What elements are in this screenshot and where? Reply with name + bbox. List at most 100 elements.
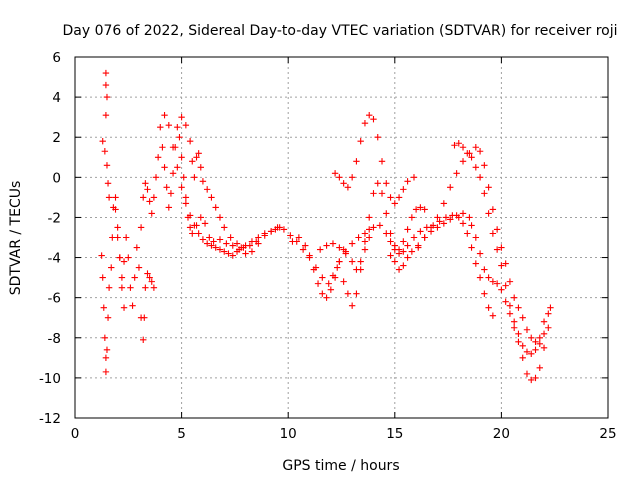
data-point (481, 290, 488, 297)
data-point (302, 242, 309, 249)
data-point (104, 180, 112, 187)
data-point (547, 304, 554, 311)
data-point (489, 278, 497, 285)
data-point (233, 248, 241, 255)
data-point (528, 350, 535, 358)
data-point (468, 222, 475, 229)
data-point (120, 304, 128, 311)
data-point (404, 226, 411, 233)
data-point (159, 144, 166, 151)
series-arc-1 (99, 138, 113, 201)
data-point (383, 180, 390, 187)
x-axis-label: GPS time / hours (282, 458, 399, 474)
data-point (208, 242, 215, 249)
data-point (436, 218, 443, 225)
y-tick-label: -4 (48, 251, 61, 267)
data-point (102, 368, 110, 376)
data-point (519, 314, 526, 321)
data-point (489, 230, 497, 237)
data-point (453, 212, 460, 219)
data-point (400, 186, 407, 193)
data-point (481, 266, 488, 273)
x-tick-label: 25 (599, 426, 616, 442)
data-point (515, 304, 522, 311)
data-point (528, 334, 535, 341)
data-point (395, 246, 403, 253)
data-point (523, 348, 531, 356)
data-point (240, 244, 247, 251)
y-tick-label: 6 (52, 50, 61, 66)
data-point (466, 214, 473, 221)
data-point (306, 252, 313, 259)
data-point (427, 224, 435, 231)
data-point (199, 236, 207, 243)
x-tick-label: 0 (71, 426, 80, 442)
data-point (528, 376, 535, 384)
data-point (395, 266, 403, 273)
data-point (146, 198, 153, 205)
data-point (102, 69, 110, 77)
data-point (319, 274, 326, 281)
series-arc-6 (161, 111, 283, 259)
data-point (498, 262, 505, 269)
data-point (208, 194, 215, 201)
data-point (510, 324, 518, 331)
data-point (191, 174, 198, 181)
data-point (387, 238, 394, 245)
data-point (442, 214, 450, 221)
data-point (148, 278, 155, 285)
data-point (212, 244, 219, 251)
plot-frame (74, 56, 609, 419)
data-point (141, 314, 148, 321)
data-point (133, 244, 141, 251)
data-point (374, 180, 381, 187)
data-point (165, 204, 173, 211)
data-point (404, 242, 411, 249)
y-tick-label: -6 (48, 291, 61, 307)
data-point (510, 318, 518, 325)
data-point (447, 184, 454, 191)
data-point (212, 204, 219, 211)
data-point (150, 284, 158, 291)
data-point (498, 244, 505, 251)
data-point (391, 242, 398, 249)
series-arc-13 (415, 144, 552, 347)
y-tick-label: 2 (52, 130, 61, 146)
data-point (103, 346, 111, 354)
data-point (216, 236, 224, 243)
data-point (327, 286, 335, 293)
data-point (348, 258, 356, 265)
data-point (178, 184, 185, 191)
data-point (421, 206, 428, 213)
series-arc-10 (334, 180, 428, 309)
data-point (272, 226, 279, 233)
data-point (182, 194, 190, 201)
data-point (481, 190, 488, 197)
data-point (387, 252, 394, 259)
data-point (280, 226, 288, 233)
data-point (489, 206, 497, 213)
data-point (459, 158, 467, 165)
data-point (137, 224, 145, 231)
data-point (366, 234, 373, 241)
data-point (536, 364, 543, 372)
data-point (502, 298, 509, 305)
data-point (135, 264, 143, 271)
data-point (144, 186, 151, 193)
data-point (310, 266, 317, 273)
data-point (506, 310, 514, 317)
data-point (142, 180, 149, 187)
data-point (165, 121, 173, 129)
data-point (408, 214, 416, 221)
data-point (340, 246, 347, 253)
data-point (103, 162, 111, 169)
data-point (361, 238, 369, 245)
data-point (361, 119, 369, 127)
data-point (357, 258, 364, 265)
data-point (540, 344, 548, 352)
series-arc-7 (178, 113, 260, 251)
series-arc-14 (451, 140, 548, 358)
data-point (186, 224, 194, 231)
data-point (485, 184, 492, 191)
data-point (189, 158, 196, 165)
